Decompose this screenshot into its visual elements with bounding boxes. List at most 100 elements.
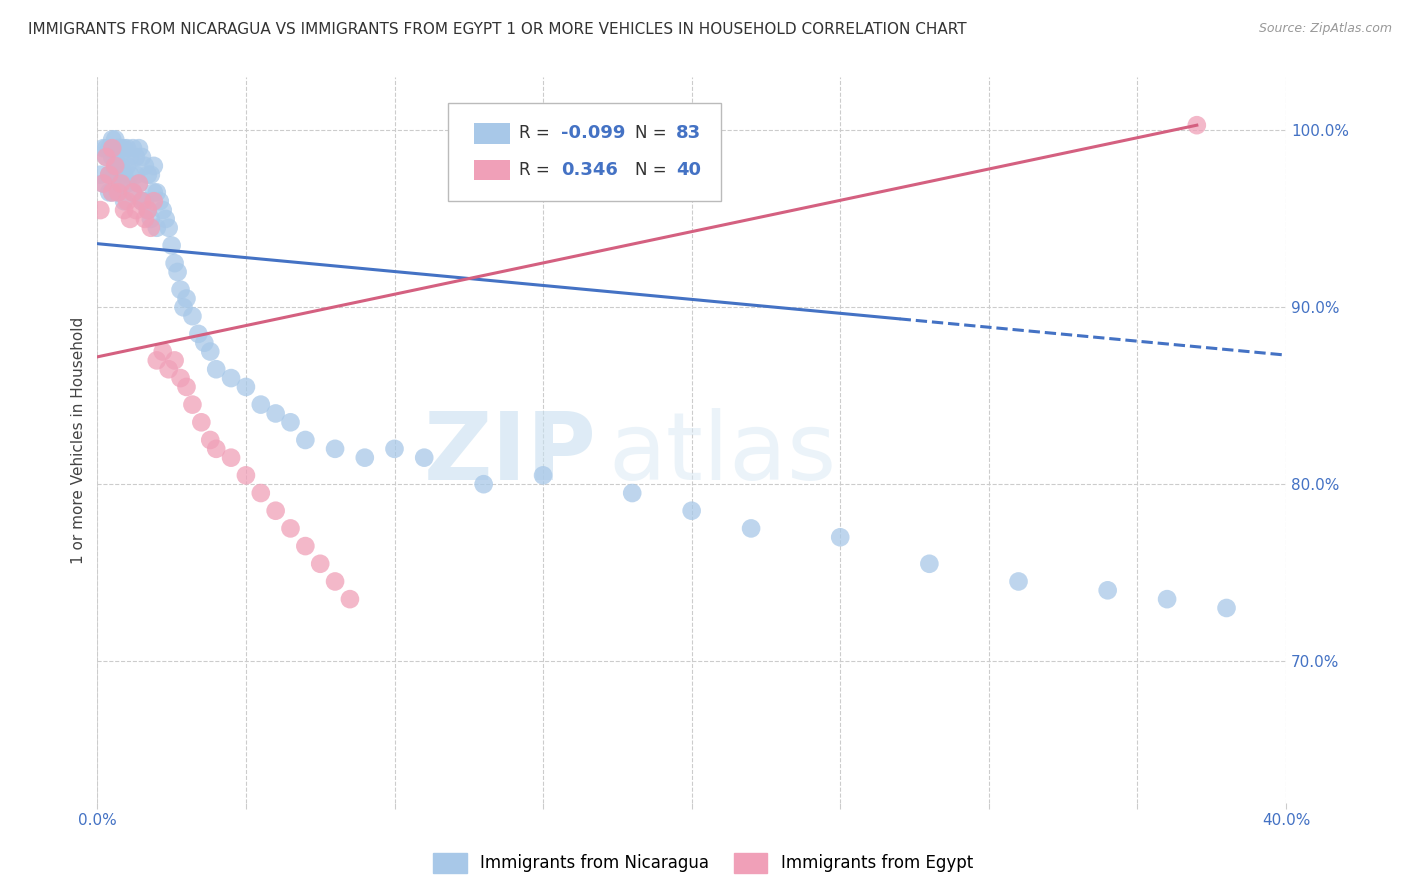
- Point: [249, 398, 271, 412]
- Point: [110, 177, 132, 191]
- Point: [118, 168, 141, 182]
- Point: [115, 141, 138, 155]
- Point: [142, 194, 165, 209]
- Point: [112, 141, 135, 155]
- Point: [205, 362, 228, 376]
- Point: [621, 486, 644, 500]
- Point: [200, 344, 222, 359]
- FancyBboxPatch shape: [474, 160, 510, 180]
- Point: [122, 186, 145, 200]
- Text: ZIP: ZIP: [423, 409, 596, 500]
- Point: [146, 220, 169, 235]
- Point: [131, 194, 153, 209]
- Point: [1215, 601, 1237, 615]
- Point: [149, 194, 172, 209]
- Point: [830, 530, 852, 544]
- Point: [110, 141, 132, 155]
- Point: [89, 168, 111, 182]
- Point: [101, 186, 124, 200]
- Point: [112, 168, 135, 182]
- Point: [104, 168, 127, 182]
- Text: Source: ZipAtlas.com: Source: ZipAtlas.com: [1258, 22, 1392, 36]
- Point: [98, 168, 121, 182]
- Point: [157, 220, 180, 235]
- Point: [139, 220, 162, 235]
- Point: [219, 450, 242, 465]
- Point: [235, 468, 257, 483]
- Point: [205, 442, 228, 456]
- Point: [472, 477, 495, 491]
- Point: [200, 433, 222, 447]
- Point: [125, 150, 148, 164]
- Point: [107, 186, 129, 200]
- Y-axis label: 1 or more Vehicles in Household: 1 or more Vehicles in Household: [72, 317, 86, 564]
- Point: [104, 132, 127, 146]
- Point: [681, 504, 703, 518]
- Point: [101, 150, 124, 164]
- Point: [146, 186, 169, 200]
- Point: [125, 168, 148, 182]
- Text: N =: N =: [634, 124, 672, 143]
- Point: [98, 186, 121, 200]
- Point: [107, 159, 129, 173]
- Point: [169, 371, 191, 385]
- Point: [193, 335, 215, 350]
- Point: [89, 203, 111, 218]
- Point: [139, 168, 162, 182]
- Text: 83: 83: [676, 124, 702, 143]
- Text: 0.346: 0.346: [561, 161, 617, 179]
- Point: [309, 557, 332, 571]
- Point: [134, 159, 156, 173]
- Point: [339, 592, 361, 607]
- Point: [91, 177, 114, 191]
- Point: [122, 186, 145, 200]
- Point: [294, 539, 316, 553]
- Legend: Immigrants from Nicaragua, Immigrants from Egypt: Immigrants from Nicaragua, Immigrants fr…: [426, 847, 980, 880]
- Point: [136, 203, 159, 218]
- Point: [101, 141, 124, 155]
- Point: [166, 265, 188, 279]
- Point: [131, 194, 153, 209]
- FancyBboxPatch shape: [474, 123, 510, 144]
- Point: [136, 168, 159, 182]
- Text: R =: R =: [519, 124, 555, 143]
- Point: [134, 211, 156, 226]
- Point: [249, 486, 271, 500]
- Text: -0.099: -0.099: [561, 124, 626, 143]
- Point: [115, 177, 138, 191]
- Point: [122, 141, 145, 155]
- Point: [134, 194, 156, 209]
- Point: [1185, 118, 1208, 132]
- Point: [101, 132, 124, 146]
- Point: [1007, 574, 1029, 589]
- Point: [176, 380, 198, 394]
- Point: [118, 211, 141, 226]
- Point: [112, 194, 135, 209]
- Point: [96, 141, 118, 155]
- Text: IMMIGRANTS FROM NICARAGUA VS IMMIGRANTS FROM EGYPT 1 OR MORE VEHICLES IN HOUSEHO: IMMIGRANTS FROM NICARAGUA VS IMMIGRANTS …: [28, 22, 967, 37]
- Point: [176, 292, 198, 306]
- Text: 40: 40: [676, 161, 702, 179]
- Point: [146, 353, 169, 368]
- Point: [110, 159, 132, 173]
- Point: [96, 150, 118, 164]
- Text: atlas: atlas: [609, 409, 837, 500]
- FancyBboxPatch shape: [449, 103, 721, 201]
- Point: [104, 150, 127, 164]
- Point: [918, 557, 941, 571]
- Point: [152, 344, 174, 359]
- Point: [294, 433, 316, 447]
- Point: [128, 177, 150, 191]
- Point: [1097, 583, 1119, 598]
- Point: [169, 283, 191, 297]
- Point: [115, 194, 138, 209]
- Point: [112, 203, 135, 218]
- Point: [280, 521, 302, 535]
- Point: [219, 371, 242, 385]
- Point: [163, 256, 186, 270]
- Point: [136, 203, 159, 218]
- Point: [353, 450, 375, 465]
- Point: [98, 141, 121, 155]
- Point: [101, 186, 124, 200]
- Point: [98, 168, 121, 182]
